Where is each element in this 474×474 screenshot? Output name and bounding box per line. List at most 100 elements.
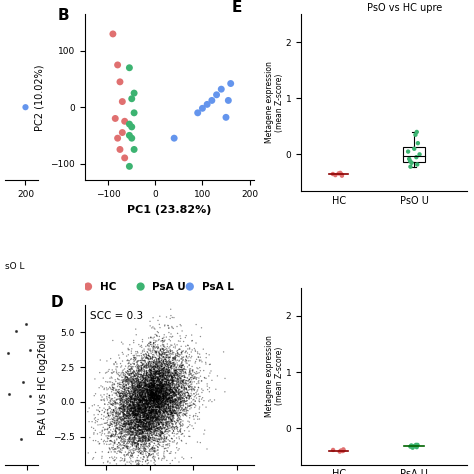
Point (130, 410, 137, 417)
Point (163, 397, 170, 405)
Point (133, 384, 141, 392)
Point (167, 398, 175, 405)
Point (147, 362, 155, 369)
Point (127, 393, 134, 401)
Point (139, 400, 146, 407)
Point (126, 390, 133, 398)
Point (173, 423, 180, 430)
Point (164, 379, 172, 386)
Point (141, 444, 148, 452)
Point (132, 392, 140, 400)
Point (151, 358, 158, 365)
Point (126, 423, 133, 430)
Point (26, 392, 34, 400)
Point (143, 361, 151, 369)
Point (112, 421, 119, 429)
Point (150, 379, 158, 387)
Point (124, 419, 131, 427)
Point (118, 430, 125, 438)
Point (116, 78, 124, 86)
Point (123, 408, 131, 416)
Point (134, 404, 141, 412)
Point (157, 395, 165, 402)
Point (127, 397, 135, 405)
Point (155, 358, 162, 365)
Point (141, 368, 148, 376)
Point (146, 318, 154, 325)
Point (133, 372, 140, 379)
Point (129, 394, 137, 401)
Point (174, 415, 182, 422)
Point (149, 407, 156, 414)
Point (167, 397, 175, 404)
Point (131, 417, 138, 424)
Point (155, 370, 162, 377)
Point (128, 374, 136, 382)
Point (158, 382, 165, 390)
Point (130, 376, 138, 384)
Point (170, 371, 177, 378)
Point (161, 400, 168, 408)
Point (130, 436, 137, 443)
Point (166, 418, 174, 426)
Point (155, 389, 163, 397)
Point (220, 348, 228, 356)
Point (171, 388, 178, 396)
Point (144, 377, 152, 385)
Point (158, 429, 166, 437)
Point (107, 384, 114, 392)
Point (90, 437, 97, 444)
Point (140, 432, 148, 439)
Point (124, 407, 131, 415)
Point (134, 460, 141, 468)
Point (146, 400, 153, 407)
Point (129, 396, 137, 404)
Point (127, 413, 134, 420)
Point (137, 392, 144, 400)
Point (130, 368, 138, 375)
Point (167, 411, 174, 419)
Point (135, 405, 143, 412)
Point (109, 401, 116, 409)
Point (110, 407, 118, 414)
Point (132, 419, 140, 427)
Point (122, 387, 129, 394)
Point (148, 372, 155, 379)
Point (145, 383, 152, 390)
Point (145, 427, 152, 434)
Point (142, 377, 149, 384)
Point (133, 431, 141, 438)
Point (139, 416, 147, 423)
Point (138, 418, 146, 425)
Point (128, 420, 136, 428)
Point (143, 427, 150, 435)
Point (116, 402, 124, 410)
Point (147, 387, 155, 394)
Point (156, 370, 164, 377)
Point (150, 393, 158, 401)
Point (140, 373, 147, 381)
Point (164, 413, 172, 420)
Point (125, 419, 133, 426)
Point (176, 332, 184, 340)
Point (165, 392, 173, 399)
Point (131, 371, 138, 379)
Point (150, 386, 157, 394)
Point (150, 342, 157, 350)
Point (143, 396, 150, 403)
Point (153, 434, 160, 442)
Point (123, 414, 131, 422)
Point (175, 386, 183, 393)
Point (151, 392, 159, 399)
Point (137, 434, 145, 441)
Point (126, 401, 133, 409)
Point (183, 395, 191, 402)
Point (161, 402, 168, 410)
Point (133, 392, 140, 400)
Point (115, 415, 123, 422)
Point (139, 449, 147, 456)
Point (164, 417, 172, 425)
Point (116, 426, 124, 433)
Point (176, 401, 184, 409)
Point (137, 417, 145, 424)
